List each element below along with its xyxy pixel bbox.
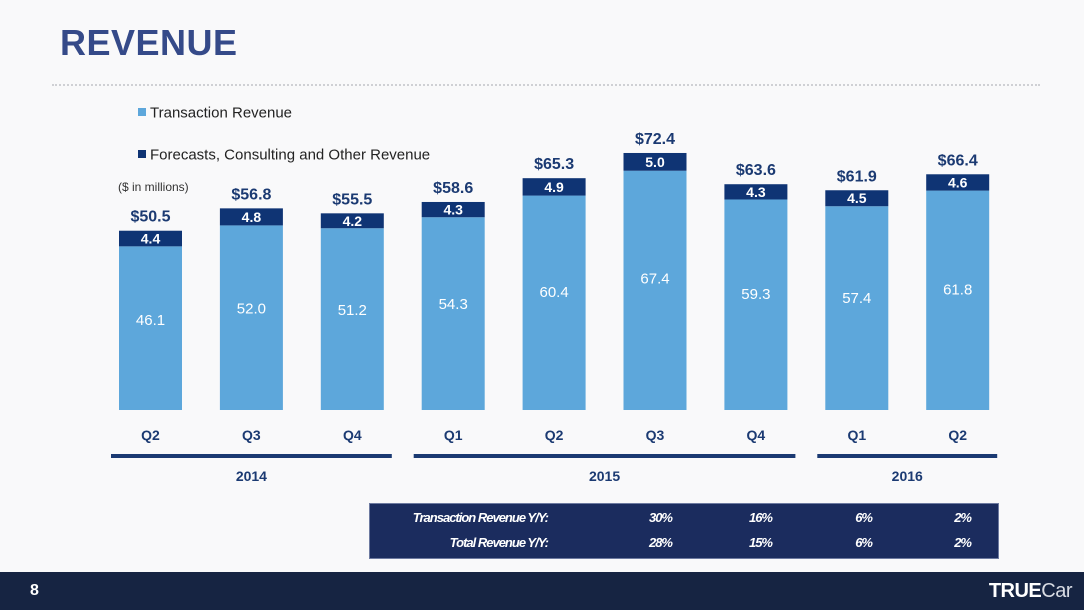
label-total: $61.9 bbox=[837, 168, 877, 185]
label-total: $72.4 bbox=[635, 131, 675, 148]
year-bracket-line bbox=[817, 454, 998, 458]
label-total: $55.5 bbox=[332, 191, 372, 208]
logo-car: Car bbox=[1041, 580, 1072, 602]
units-note: ($ in millions) bbox=[118, 180, 189, 194]
label-other: 4.9 bbox=[544, 179, 564, 195]
page-number: 8 bbox=[30, 582, 39, 599]
year-label: 2014 bbox=[236, 468, 267, 484]
bar-transaction bbox=[724, 199, 788, 410]
x-tick-label: Q2 bbox=[141, 427, 160, 443]
label-transaction: 57.4 bbox=[842, 290, 871, 307]
bar-other bbox=[119, 230, 182, 247]
bar-transaction bbox=[926, 190, 990, 410]
bar-other bbox=[825, 190, 889, 207]
label-other: 4.8 bbox=[242, 209, 262, 225]
label-total: $50.5 bbox=[130, 209, 170, 226]
title-divider bbox=[52, 84, 1040, 86]
label-transaction: 46.1 bbox=[136, 312, 165, 329]
x-tick-label: Q1 bbox=[847, 427, 866, 443]
label-transaction: 67.4 bbox=[640, 270, 669, 287]
bar-transaction bbox=[119, 246, 182, 410]
label-other: 4.6 bbox=[948, 174, 968, 190]
footer-bar: 8 TRUECar bbox=[0, 572, 1084, 610]
label-transaction: 61.8 bbox=[943, 281, 972, 298]
x-tick-label: Q2 bbox=[948, 427, 967, 443]
yoy-value: 28% bbox=[648, 535, 673, 550]
bar-other bbox=[623, 152, 687, 171]
yoy-value: 6% bbox=[855, 535, 873, 550]
label-other: 4.5 bbox=[847, 190, 867, 206]
bar-other bbox=[320, 213, 384, 229]
label-total: $65.3 bbox=[534, 156, 574, 173]
revenue-chart: 46.1 4.4 $50.5 Q2 52.0 4.8 $56.8 Q3 51.2 4.2 $55.5… bbox=[111, 131, 998, 484]
year-label: 2016 bbox=[892, 468, 923, 484]
legend-label-other: Forecasts, Consulting and Other Revenue bbox=[150, 146, 431, 164]
label-other: 4.2 bbox=[343, 213, 363, 229]
label-transaction: 60.4 bbox=[539, 284, 568, 301]
yoy-table: Transaction Revenue Y/Y: 30% 16% 6% 2% T… bbox=[369, 503, 999, 559]
yoy-row-total: Total Revenue Y/Y: 28% 15% 6% 2% bbox=[370, 535, 998, 555]
legend-swatch-transaction bbox=[138, 107, 146, 116]
label-transaction: 54.3 bbox=[439, 296, 468, 313]
logo-true: TRUE bbox=[988, 580, 1042, 602]
x-tick-label: Q2 bbox=[545, 427, 564, 443]
bar-other bbox=[724, 184, 788, 200]
bar-transaction bbox=[825, 206, 889, 410]
yoy-value: 6% bbox=[855, 510, 873, 525]
label-other: 5.0 bbox=[645, 154, 665, 170]
x-tick-label: Q4 bbox=[343, 427, 362, 443]
truecar-logo: TRUECar bbox=[988, 580, 1073, 603]
page-title: REVENUE bbox=[60, 22, 238, 63]
yoy-value: 30% bbox=[648, 510, 673, 525]
bar-other bbox=[219, 208, 283, 226]
label-transaction: 59.3 bbox=[741, 286, 770, 303]
x-tick-label: Q1 bbox=[444, 427, 463, 443]
bar-other bbox=[421, 201, 485, 218]
bar-other bbox=[926, 174, 990, 191]
x-tick-label: Q4 bbox=[747, 427, 766, 443]
yoy-row-transaction: Transaction Revenue Y/Y: 30% 16% 6% 2% bbox=[370, 510, 998, 530]
label-transaction: 52.0 bbox=[237, 300, 266, 317]
yoy-value: 15% bbox=[748, 535, 773, 550]
x-tick-label: Q3 bbox=[242, 427, 261, 443]
year-bracket-line bbox=[413, 454, 796, 458]
label-total: $58.6 bbox=[433, 180, 473, 197]
yoy-value: 2% bbox=[954, 535, 972, 550]
label-total: $66.4 bbox=[938, 152, 978, 169]
legend-swatch-other bbox=[138, 149, 146, 158]
bar-transaction bbox=[623, 170, 687, 410]
year-bracket-line bbox=[111, 454, 392, 458]
bar-other bbox=[522, 178, 586, 196]
label-total: $63.6 bbox=[736, 162, 776, 179]
bar-transaction bbox=[219, 225, 283, 410]
label-other: 4.4 bbox=[141, 231, 161, 247]
yoy-row-label: Total Revenue Y/Y: bbox=[449, 535, 549, 550]
year-label: 2015 bbox=[589, 468, 620, 484]
yoy-value: 16% bbox=[748, 510, 773, 525]
legend-item-transaction: Transaction Revenue bbox=[138, 104, 292, 122]
bar-transaction bbox=[522, 195, 586, 410]
yoy-value: 2% bbox=[954, 510, 972, 525]
label-other: 4.3 bbox=[443, 202, 463, 218]
label-total: $56.8 bbox=[231, 186, 271, 203]
label-other: 4.3 bbox=[746, 184, 766, 200]
x-tick-label: Q3 bbox=[646, 427, 665, 443]
legend-label-transaction: Transaction Revenue bbox=[150, 104, 293, 122]
bar-transaction bbox=[320, 228, 384, 410]
legend-item-other: Forecasts, Consulting and Other Revenue bbox=[138, 146, 430, 164]
yoy-row-label: Transaction Revenue Y/Y: bbox=[412, 510, 549, 525]
bar-transaction bbox=[421, 217, 485, 410]
label-transaction: 51.2 bbox=[338, 302, 367, 319]
